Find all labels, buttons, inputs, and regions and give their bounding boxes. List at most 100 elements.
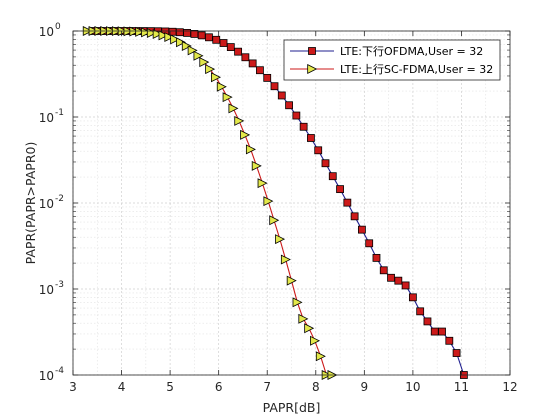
data-point [219, 39, 228, 47]
legend-entry-2: LTE:上行SC-FDMA,User = 32 [290, 63, 493, 76]
data-point [430, 327, 439, 336]
x-axis-label: PAPR[dB] [263, 400, 321, 415]
data-point [299, 122, 308, 131]
x-tick-label: 5 [166, 380, 174, 394]
y-tick-exponent: -2 [55, 194, 64, 204]
legend-marker [307, 64, 318, 74]
data-point [304, 323, 315, 334]
data-point [205, 64, 216, 75]
data-point [197, 31, 206, 40]
data-point [292, 297, 303, 308]
data-point [190, 30, 199, 38]
data-point [423, 317, 432, 326]
x-tick-label: 9 [361, 380, 369, 394]
data-point [240, 129, 251, 140]
y-tick-base: 10 [39, 369, 54, 383]
data-point [379, 266, 388, 275]
legend-label: LTE:下行OFDMA,User = 32 [340, 45, 483, 58]
data-point [234, 115, 245, 126]
data-point [170, 34, 181, 45]
data-point [245, 144, 256, 155]
watermark-text: CSDN @我爱C编程 [388, 396, 503, 411]
data-point [263, 73, 272, 82]
data-point [257, 178, 268, 189]
data-point [401, 281, 410, 290]
x-tick-label: 7 [263, 380, 271, 394]
data-point [228, 103, 239, 114]
legend-marker [308, 47, 316, 55]
data-point [175, 28, 184, 37]
data-point [452, 349, 461, 357]
data-point [183, 29, 192, 37]
data-point [152, 29, 163, 40]
y-tick-label: 10 0 [39, 22, 61, 39]
data-point [270, 82, 279, 91]
data-point [358, 225, 366, 234]
data-point [212, 35, 221, 44]
y-tick-exponent: -4 [55, 366, 64, 376]
data-point [416, 307, 425, 316]
data-point [277, 91, 286, 100]
data-point [263, 196, 274, 207]
data-point [285, 101, 293, 110]
data-point [181, 40, 192, 51]
data-point [164, 32, 175, 43]
data-point [176, 37, 187, 48]
legend-items: LTE:下行OFDMA,User = 32 LTE:上行SC-FDMA,User … [290, 45, 493, 76]
data-point [211, 72, 221, 83]
data-point [187, 45, 198, 56]
y-tick-label: 10 -1 [39, 108, 64, 125]
data-point [280, 254, 291, 265]
y-tick-exponent: -1 [55, 108, 64, 118]
x-tick-label: 10 [405, 380, 420, 394]
x-tick-label: 4 [118, 380, 126, 394]
x-tick-label: 11 [454, 380, 469, 394]
data-point [445, 336, 454, 345]
tick-marks [72, 30, 511, 376]
y-axis-label: PAPR(PAPR>PAPR0) [23, 142, 38, 265]
data-point [298, 313, 309, 324]
data-point [199, 57, 210, 68]
data-point [321, 159, 330, 168]
x-tick-label: 6 [215, 380, 223, 394]
y-tick-base: 10 [39, 111, 54, 125]
data-point [129, 26, 140, 37]
data-point [141, 27, 152, 38]
y-tick-base: 10 [39, 25, 54, 39]
legend: LTE:下行OFDMA,User = 32 LTE:上行SC-FDMA,User … [283, 39, 501, 81]
data-point [314, 146, 323, 155]
data-point [286, 275, 297, 286]
x-tick-labels: 3 4 5 6 7 8 9 10 11 12 [69, 380, 517, 394]
data-point [275, 234, 286, 245]
data-point [394, 276, 403, 285]
data-point [248, 59, 257, 68]
data-point [343, 198, 352, 207]
data-point [226, 43, 235, 51]
data-point [438, 327, 446, 336]
data-point [135, 26, 146, 37]
y-tick-label: 10 -3 [39, 280, 64, 297]
data-point [222, 92, 233, 103]
data-point [336, 185, 344, 194]
data-point [387, 273, 395, 282]
watermark-subtext: 微信公众号同名 [455, 402, 539, 417]
x-tick-label: 12 [502, 380, 517, 394]
data-point [310, 335, 321, 346]
data-point [158, 30, 169, 41]
y-tick-exponent: -3 [55, 280, 64, 290]
data-point [350, 212, 359, 221]
data-point [205, 33, 213, 42]
data-point [328, 172, 337, 181]
x-tick-label: 8 [312, 380, 320, 394]
data-point [315, 351, 326, 362]
legend-label: LTE:上行SC-FDMA,User = 32 [340, 63, 493, 76]
data-point [365, 239, 374, 248]
data-point [251, 160, 262, 171]
data-point [193, 50, 204, 61]
y-tick-base: 10 [39, 283, 54, 297]
data-point [408, 293, 417, 302]
legend-entry-1: LTE:下行OFDMA,User = 32 [290, 45, 483, 58]
data-point [234, 47, 242, 56]
